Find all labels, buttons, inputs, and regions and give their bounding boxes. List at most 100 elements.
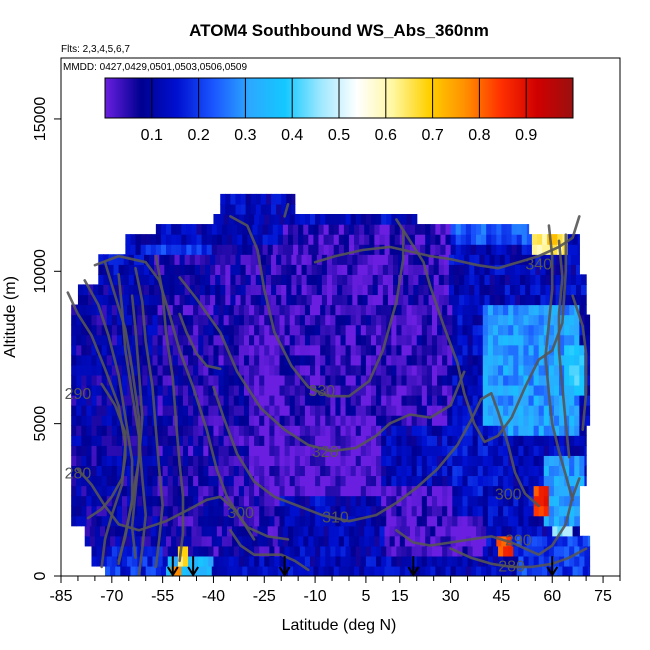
heatmap-cell [355, 304, 362, 316]
heatmap-cell [553, 395, 560, 406]
heatmap-cell [271, 274, 277, 285]
heatmap-cell [467, 304, 474, 316]
heatmap-cell [435, 244, 442, 255]
heatmap-cell [264, 405, 270, 416]
heatmap-cell [335, 545, 342, 557]
heatmap-cell [303, 224, 309, 235]
heatmap-cell [298, 525, 304, 537]
heatmap-cell [491, 535, 497, 547]
heatmap-cell [86, 344, 93, 356]
heatmap-cell [504, 254, 511, 265]
heatmap-cell [360, 485, 367, 497]
heatmap-cell [553, 324, 560, 336]
heatmap-cell [504, 274, 511, 285]
heatmap-cell [431, 395, 438, 406]
heatmap-cell [526, 565, 533, 576]
heatmap-cell [401, 354, 408, 366]
heatmap-cell [472, 435, 479, 446]
heatmap-cell [147, 425, 154, 436]
heatmap-cell [250, 294, 257, 306]
heatmap-cell [557, 234, 563, 245]
heatmap-cell [420, 234, 426, 245]
heatmap-cell [401, 344, 408, 356]
heatmap-cell [86, 334, 93, 346]
heatmap-cell [326, 264, 333, 275]
heatmap-cell [269, 445, 276, 456]
heatmap-cell [418, 274, 425, 285]
heatmap-cell [284, 374, 291, 386]
heatmap-cell [415, 234, 421, 245]
heatmap-cell [174, 274, 181, 285]
heatmap-cell [569, 334, 575, 346]
heatmap-cell [423, 274, 430, 285]
heatmap-cell [503, 505, 509, 517]
heatmap-cell [260, 294, 267, 306]
heatmap-cell [420, 565, 426, 576]
heatmap-cell [233, 344, 240, 356]
chart-title: ATOM4 Southbound WS_Abs_360nm [189, 21, 489, 40]
heatmap-cell [304, 384, 311, 396]
heatmap-cell [426, 334, 433, 346]
heatmap-cell [477, 485, 484, 497]
heatmap-cell [452, 515, 458, 527]
heatmap-cell [203, 475, 209, 487]
heatmap-cell [181, 234, 187, 245]
heatmap-cell [459, 254, 465, 265]
heatmap-cell [182, 415, 189, 426]
heatmap-cell [215, 254, 221, 265]
heatmap-cell [188, 415, 194, 426]
heatmap-cell [203, 515, 209, 527]
heatmap-cell [291, 193, 296, 205]
heatmap-cell [447, 505, 453, 517]
heatmap-cell [350, 344, 357, 356]
heatmap-cell [313, 565, 320, 576]
heatmap-cell [111, 445, 118, 456]
heatmap-cell [577, 565, 584, 576]
heatmap-cell [553, 344, 560, 356]
heatmap-cell [514, 254, 521, 265]
heatmap-cell [306, 294, 313, 306]
heatmap-cell [310, 485, 316, 497]
heatmap-cell [188, 505, 194, 517]
heatmap-cell [274, 495, 281, 507]
heatmap-cell [386, 505, 392, 517]
heatmap-cell [337, 294, 343, 306]
heatmap-cell [225, 254, 231, 265]
heatmap-cell [426, 475, 433, 487]
heatmap-cell [365, 314, 372, 326]
heatmap-cell [243, 485, 250, 497]
heatmap-cell [513, 455, 519, 466]
heatmap-cell [391, 435, 397, 446]
heatmap-cell [81, 485, 88, 497]
heatmap-cell [457, 505, 464, 517]
heatmap-cell [338, 244, 345, 255]
heatmap-cell [477, 465, 484, 477]
plot-frame [60, 57, 621, 577]
heatmap-cell [360, 445, 367, 456]
heatmap-cell [144, 254, 150, 265]
heatmap-cell [303, 244, 309, 255]
heatmap-cell [360, 475, 367, 487]
theta-contours [66, 203, 588, 576]
heatmap-cell [127, 384, 133, 396]
heatmap-cell [398, 284, 404, 296]
heatmap-cell [415, 525, 421, 537]
heatmap-cell [447, 485, 453, 497]
heatmap-cell [499, 294, 506, 306]
heatmap-cell [269, 334, 276, 346]
heatmap-cell [299, 495, 306, 507]
heatmap-cell [372, 264, 379, 275]
heatmap-cell [438, 294, 445, 306]
heatmap-cell [106, 384, 113, 396]
heatmap-cell [330, 465, 337, 477]
heatmap-cell [437, 354, 443, 366]
heatmap-cell [343, 244, 350, 255]
heatmap-cell [84, 535, 91, 547]
heatmap-cell [447, 555, 453, 567]
heatmap-cell [198, 334, 204, 346]
heatmap-cell [523, 304, 530, 316]
heatmap-cell [457, 495, 464, 507]
heatmap-cell [274, 344, 281, 356]
heatmap-cell [543, 485, 550, 497]
heatmap-cell [313, 234, 320, 245]
